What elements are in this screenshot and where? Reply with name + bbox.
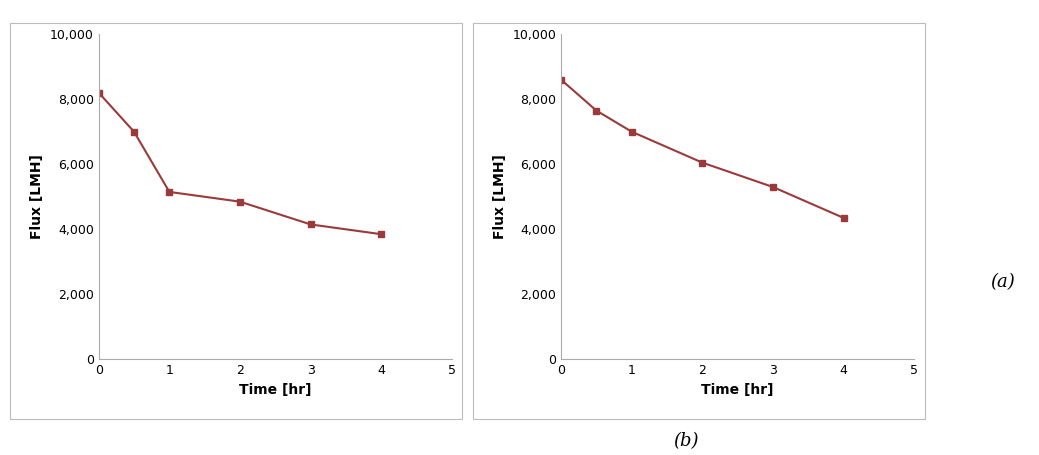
X-axis label: Time [hr]: Time [hr]: [701, 383, 774, 397]
X-axis label: Time [hr]: Time [hr]: [239, 383, 312, 397]
Text: (b): (b): [673, 432, 698, 450]
Y-axis label: Flux [LMH]: Flux [LMH]: [492, 154, 507, 239]
Y-axis label: Flux [LMH]: Flux [LMH]: [30, 154, 45, 239]
Text: (a): (a): [990, 273, 1015, 291]
